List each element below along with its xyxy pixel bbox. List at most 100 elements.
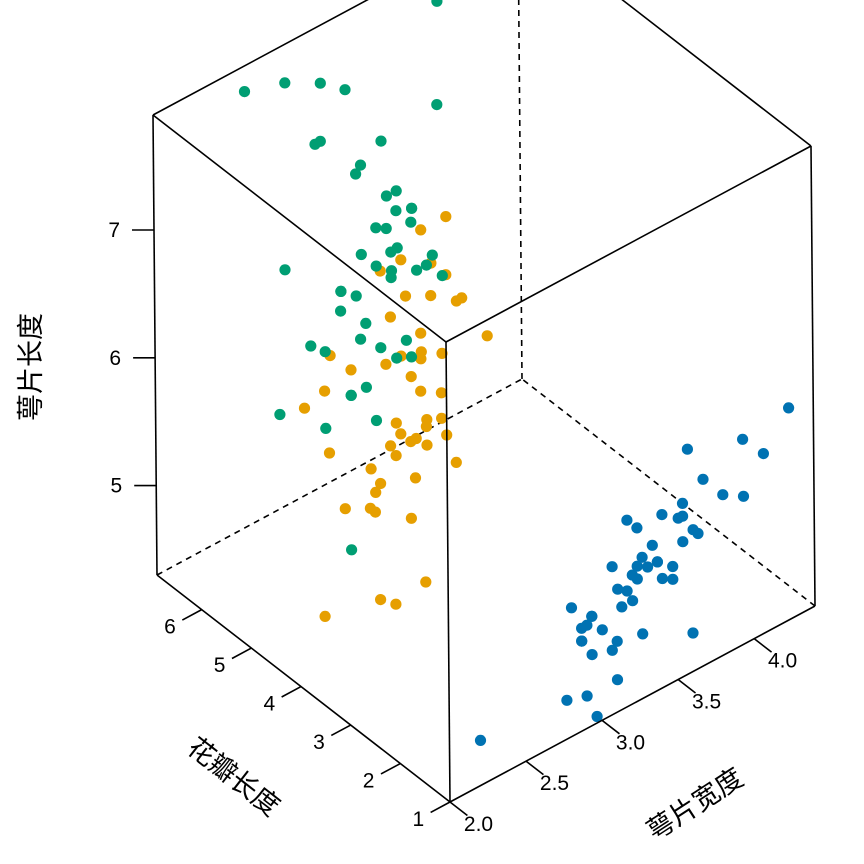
data-point-series-3	[355, 333, 367, 345]
y-axis-tick	[430, 801, 451, 814]
x-axis-tick	[677, 678, 697, 694]
x-axis-tick-label: 3.5	[692, 691, 721, 714]
y-axis-tick	[330, 724, 352, 737]
data-point-series-2	[370, 486, 382, 498]
data-point-series-3	[355, 248, 367, 261]
data-point-series-3	[350, 168, 362, 180]
data-point-series-2	[365, 463, 377, 475]
data-point-series-3	[350, 290, 362, 302]
data-point-series-2	[481, 330, 493, 342]
data-point-series-2	[436, 347, 448, 359]
data-point-series-2	[405, 512, 417, 524]
data-point-series-3	[426, 249, 438, 261]
data-point-series-1	[651, 556, 664, 568]
data-point-series-1	[737, 433, 749, 445]
data-point-series-2	[415, 385, 427, 397]
data-point-series-2	[390, 450, 402, 462]
y-axis-tick	[380, 762, 401, 775]
data-point-series-2	[399, 290, 412, 302]
data-point-series-1	[581, 690, 593, 702]
data-point-series-2	[415, 327, 427, 339]
data-point-series-1	[576, 635, 588, 647]
data-point-series-1	[591, 710, 603, 723]
y-axis-tick-label: 2	[363, 770, 375, 793]
data-point-series-1	[606, 561, 618, 573]
box-edge	[449, 605, 816, 803]
y-axis-tick	[181, 608, 203, 621]
axis-ticks: 2.0 2.5 3.0 3.5 4.0 1 2 3 4 5 6 5 6 7	[108, 219, 797, 836]
data-point-series-1	[677, 510, 689, 522]
data-point-series-1	[612, 583, 624, 595]
data-point-series-1	[681, 443, 694, 455]
box-hidden-edges	[156, 0, 816, 607]
data-point-series-1	[637, 628, 649, 640]
data-point-series-2	[420, 420, 432, 433]
box-edge	[152, 0, 369, 116]
y-axis-tick-label: 5	[214, 654, 226, 677]
data-point-series-3	[380, 222, 392, 235]
y-axis-tick	[281, 685, 302, 698]
box-edge	[152, 114, 158, 576]
data-point-series-2	[450, 456, 462, 468]
data-point-series-2	[390, 598, 402, 610]
data-point-series-1	[667, 573, 679, 585]
data-point-series-1	[621, 514, 633, 526]
y-axis-tick-label: 3	[313, 731, 325, 754]
x-axis-tick-label: 4.0	[768, 650, 797, 673]
data-point-series-1	[717, 489, 729, 501]
y-axis-tick-label: 1	[412, 808, 424, 831]
data-point-series-2	[409, 472, 422, 484]
data-point-series-1	[586, 610, 598, 622]
data-point-series-1	[596, 624, 608, 636]
data-point-series-2	[405, 371, 417, 383]
data-point-series-1	[687, 627, 699, 639]
data-point-series-3	[360, 317, 372, 329]
data-point-series-2	[298, 402, 311, 414]
data-point-series-3	[390, 205, 402, 217]
data-point-series-3	[360, 381, 372, 393]
box-edge	[621, 0, 812, 147]
data-point-series-1	[474, 734, 487, 747]
data-point-series-3	[314, 77, 326, 89]
data-point-series-2	[380, 358, 392, 370]
data-point-series-2	[375, 594, 387, 606]
box-visible-edges	[152, 0, 816, 803]
data-point-series-2	[435, 387, 447, 399]
data-point-series-1	[616, 601, 628, 613]
data-point-series-2	[410, 432, 422, 445]
data-point-series-2	[420, 576, 432, 588]
box-edge	[156, 574, 451, 803]
data-point-series-3	[274, 408, 286, 421]
data-point-series-1	[606, 644, 618, 656]
data-point-series-3	[320, 422, 332, 434]
data-point-series-2	[375, 477, 387, 490]
y-axis-label: 花瓣长度	[181, 732, 285, 823]
x-axis-label: 萼片宽度	[642, 762, 749, 847]
data-point-series-2	[345, 364, 357, 376]
data-point-series-3	[335, 285, 347, 297]
data-point-series-1	[586, 649, 598, 661]
data-point-series-3	[436, 270, 448, 282]
data-point-series-1	[677, 536, 689, 548]
data-point-series-2	[456, 292, 468, 304]
data-point-series-2	[425, 290, 437, 302]
data-point-series-3	[370, 222, 382, 234]
x-axis-tick	[601, 719, 620, 735]
box-edge-hidden	[156, 378, 523, 576]
data-point-series-3	[305, 340, 317, 352]
z-axis-tick-label: 5	[111, 475, 123, 498]
data-point-series-3	[411, 264, 423, 276]
data-point-series-3	[238, 86, 251, 98]
data-point-series-1	[627, 595, 639, 607]
data-point-series-1	[757, 448, 770, 460]
data-point-series-3	[279, 77, 291, 89]
x-axis-tick	[753, 638, 773, 653]
data-point-series-3	[354, 159, 367, 171]
data-point-series-1	[687, 524, 699, 536]
box-edge-hidden	[521, 378, 816, 607]
data-point-series-2	[384, 311, 396, 323]
data-point-series-3	[375, 135, 387, 147]
data-point-series-2	[323, 447, 336, 459]
data-point-series-3	[391, 352, 403, 364]
data-point-series-3	[319, 346, 331, 358]
